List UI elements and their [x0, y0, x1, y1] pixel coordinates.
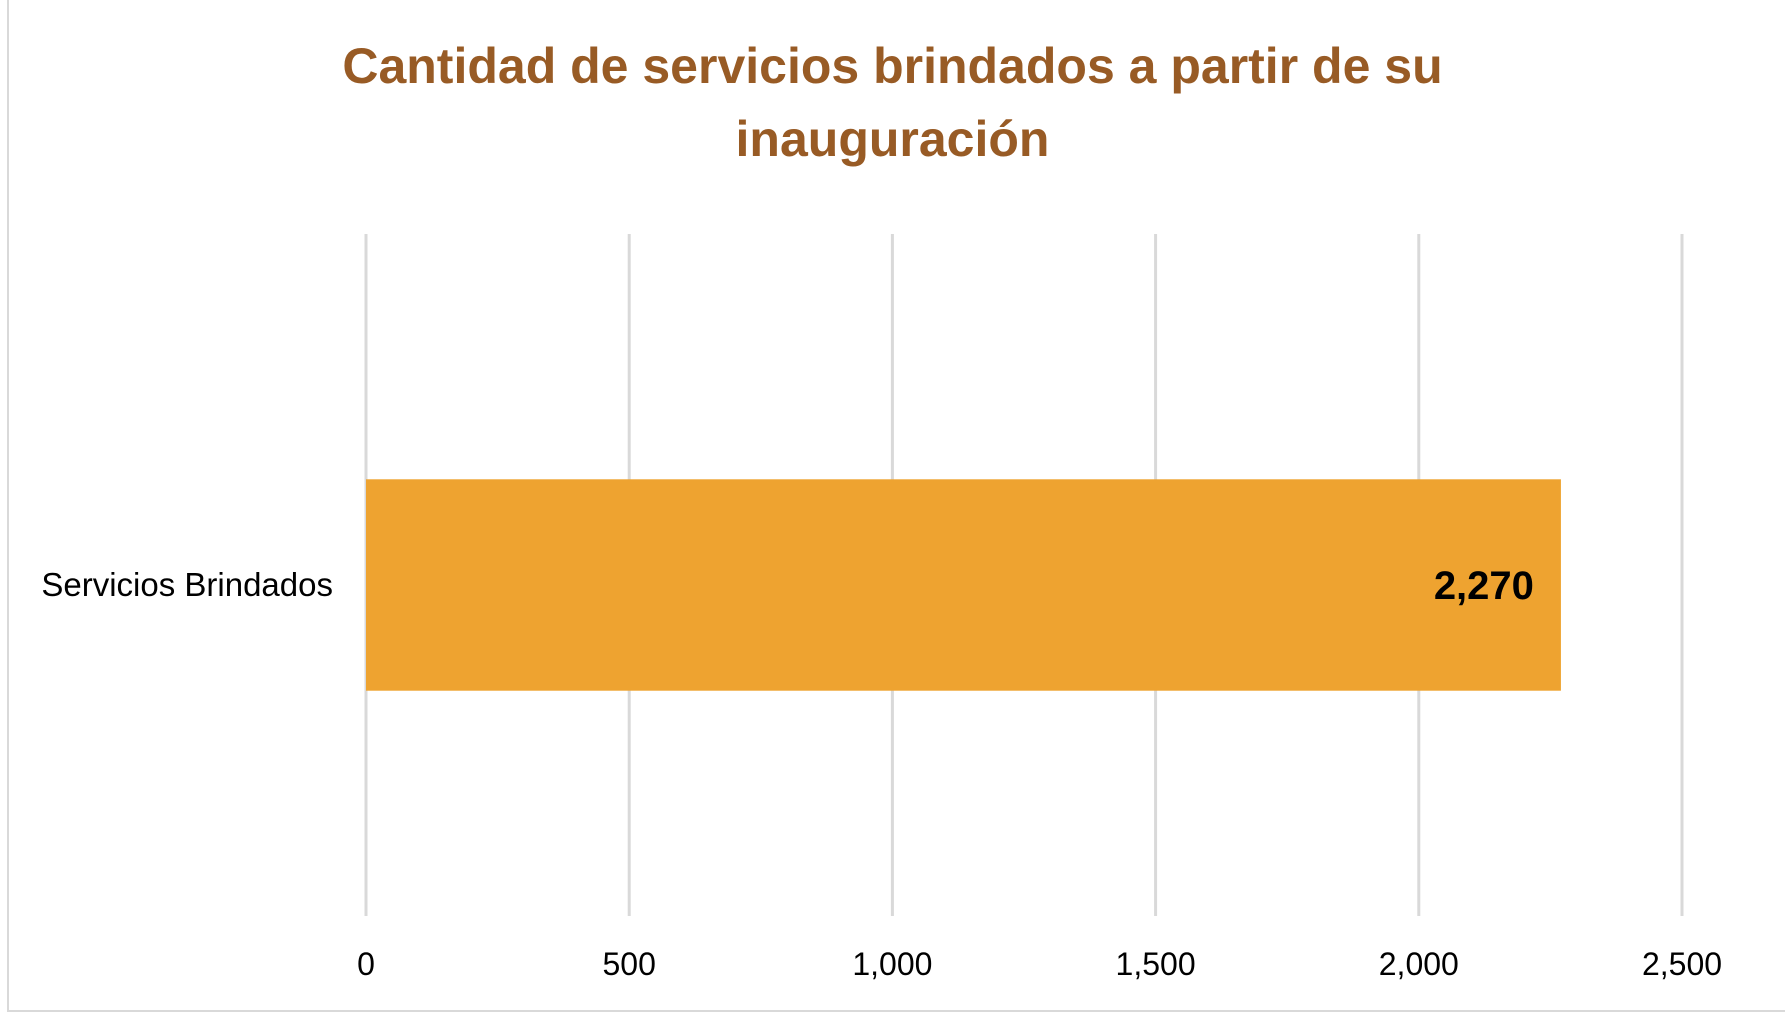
- bar: [366, 479, 1561, 691]
- x-tick-label: 2,000: [1379, 946, 1459, 982]
- x-tick-label: 1,500: [1116, 946, 1196, 982]
- chart-title: Cantidad de servicios brindados a partir…: [342, 38, 1443, 167]
- bars: [366, 479, 1561, 691]
- x-tick-label: 0: [357, 946, 375, 982]
- category-label: Servicios Brindados: [41, 566, 333, 603]
- x-tick-label: 1,000: [852, 946, 932, 982]
- data-label: 2,270: [1434, 564, 1534, 608]
- x-tick-label: 500: [603, 946, 656, 982]
- labels: 2,270 Servicios Brindados: [41, 564, 1534, 608]
- x-axis-ticks: 0 500 1,000 1,500 2,000 2,500: [357, 946, 1722, 982]
- x-tick-label: 2,500: [1642, 946, 1722, 982]
